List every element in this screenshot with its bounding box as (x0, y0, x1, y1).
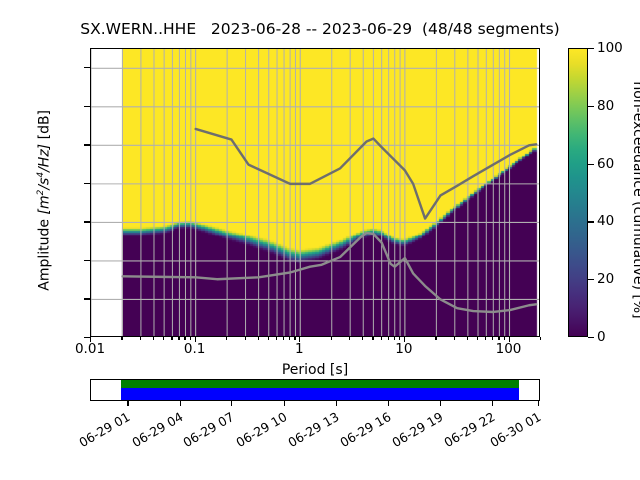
x-minor-tick-mark (294, 337, 296, 340)
y-tick-mark (84, 337, 90, 339)
x-minor-tick-mark (244, 337, 246, 340)
noise-model-nlnm (121, 231, 538, 314)
x-tick-label: 100 (495, 341, 522, 357)
x-minor-tick-mark (349, 337, 351, 340)
x-minor-tick-mark (283, 337, 285, 340)
y-tick-mark (84, 221, 90, 223)
y-tick-mark (84, 182, 90, 185)
colorbar-tick-mark (588, 337, 594, 339)
timeline-tick-mark (537, 401, 539, 406)
colorbar-tick-label: 0 (597, 329, 606, 345)
y-axis-label-text: Amplitude [m2/s4/Hz] [dB] (35, 109, 53, 291)
noise-model-nhnm (194, 127, 538, 220)
x-tick-label: 10 (395, 341, 413, 357)
colorbar-tick-label: 20 (597, 271, 615, 288)
x-minor-tick-mark (498, 337, 500, 340)
timeline-tick-mark (491, 401, 494, 406)
timeline-tick-mark (335, 401, 337, 406)
x-minor-tick-mark (540, 337, 542, 340)
timeline-tick-label: 06-29 07 (180, 409, 237, 451)
colorbar-gradient (569, 49, 587, 336)
x-minor-tick-mark (189, 337, 192, 340)
y-tick-mark (84, 144, 90, 146)
colorbar-tick-mark (588, 279, 594, 281)
x-minor-tick-mark (362, 337, 364, 340)
timeline-tick-label: 06-29 10 (232, 409, 289, 451)
y-tick-mark (84, 259, 90, 262)
x-minor-tick-mark (466, 337, 469, 340)
colorbar-tick-label: 40 (597, 213, 615, 230)
x-tick-mark (194, 337, 196, 342)
x-minor-tick-mark (267, 337, 269, 340)
x-minor-tick-mark (435, 337, 437, 340)
x-minor-tick-mark (171, 337, 173, 340)
timeline-tick-label: 06-30 01 (487, 409, 544, 451)
plot-overlay (91, 49, 539, 336)
data-coverage-green (121, 380, 520, 389)
timeline-tick-label: 06-29 04 (128, 409, 186, 451)
data-coverage-timeline (90, 379, 540, 401)
timeline-tick-mark (179, 401, 181, 406)
x-axis-label: Period [s] (281, 362, 349, 378)
ppsd-density-heatmap (91, 49, 539, 336)
x-minor-tick-mark (257, 337, 259, 340)
x-minor-tick-mark (139, 337, 142, 340)
x-minor-tick-mark (121, 337, 123, 340)
ppsd-plot-area (90, 48, 540, 337)
x-tick-mark (90, 337, 92, 342)
x-tick-label: 0.1 (183, 341, 206, 357)
x-minor-tick-mark (380, 337, 382, 340)
page-title: SX.WERN..HHE 2023-06-28 -- 2023-06-29 (4… (80, 20, 560, 38)
x-minor-tick-mark (492, 337, 494, 340)
y-tick-mark (84, 298, 90, 300)
x-minor-tick-mark (163, 337, 165, 340)
x-minor-tick-mark (372, 337, 374, 340)
timeline-tick-mark (231, 401, 233, 406)
x-minor-tick-mark (289, 337, 291, 340)
timeline-tick-mark (440, 401, 442, 406)
timeline-tick-mark (127, 401, 129, 406)
x-minor-tick-mark (453, 337, 455, 340)
colorbar-tick-mark (588, 105, 594, 107)
colorbar-label: non-exceedance (cumulative) [%] (630, 81, 640, 319)
x-minor-tick-mark (503, 337, 505, 340)
colorbar (568, 48, 588, 337)
colorbar-tick-label: 100 (597, 40, 623, 56)
timeline-tick-mark (387, 401, 390, 406)
y-axis-label: Amplitude [m2/s4/Hz] [dB] (36, 60, 53, 340)
x-minor-tick-mark (387, 337, 389, 340)
colorbar-tick-mark (588, 48, 594, 50)
timeline-tick-label: 06-29 13 (285, 409, 342, 451)
x-minor-tick-mark (152, 337, 155, 340)
timeline-tick-label: 06-29 16 (337, 409, 394, 451)
colorbar-tick-mark (588, 163, 594, 165)
x-minor-tick-mark (485, 337, 487, 340)
y-tick-mark (84, 67, 90, 69)
timeline-tick-label: 06-29 01 (76, 409, 133, 451)
x-minor-tick-mark (393, 337, 395, 340)
y-tick-mark (84, 105, 90, 107)
x-tick-label: 1 (294, 341, 304, 357)
x-minor-tick-mark (477, 337, 479, 340)
x-tick-mark (508, 337, 510, 342)
x-minor-tick-mark (226, 337, 228, 340)
x-minor-tick-mark (178, 337, 180, 340)
colorbar-tick-label: 80 (597, 97, 615, 114)
colorbar-tick-label: 60 (597, 155, 615, 172)
x-minor-tick-mark (276, 337, 278, 340)
x-minor-tick-mark (184, 337, 186, 340)
x-minor-tick-mark (399, 337, 401, 340)
colorbar-tick-mark (588, 221, 594, 223)
x-minor-tick-mark (330, 337, 332, 340)
timeline-tick-label: 06-29 19 (389, 409, 446, 451)
x-tick-label: 0.01 (74, 341, 106, 357)
x-tick-mark (403, 337, 406, 342)
timeline-tick-label: 06-29 22 (441, 409, 498, 451)
data-coverage-blue (121, 388, 520, 400)
timeline-tick-mark (283, 401, 285, 406)
x-tick-mark (299, 337, 301, 342)
